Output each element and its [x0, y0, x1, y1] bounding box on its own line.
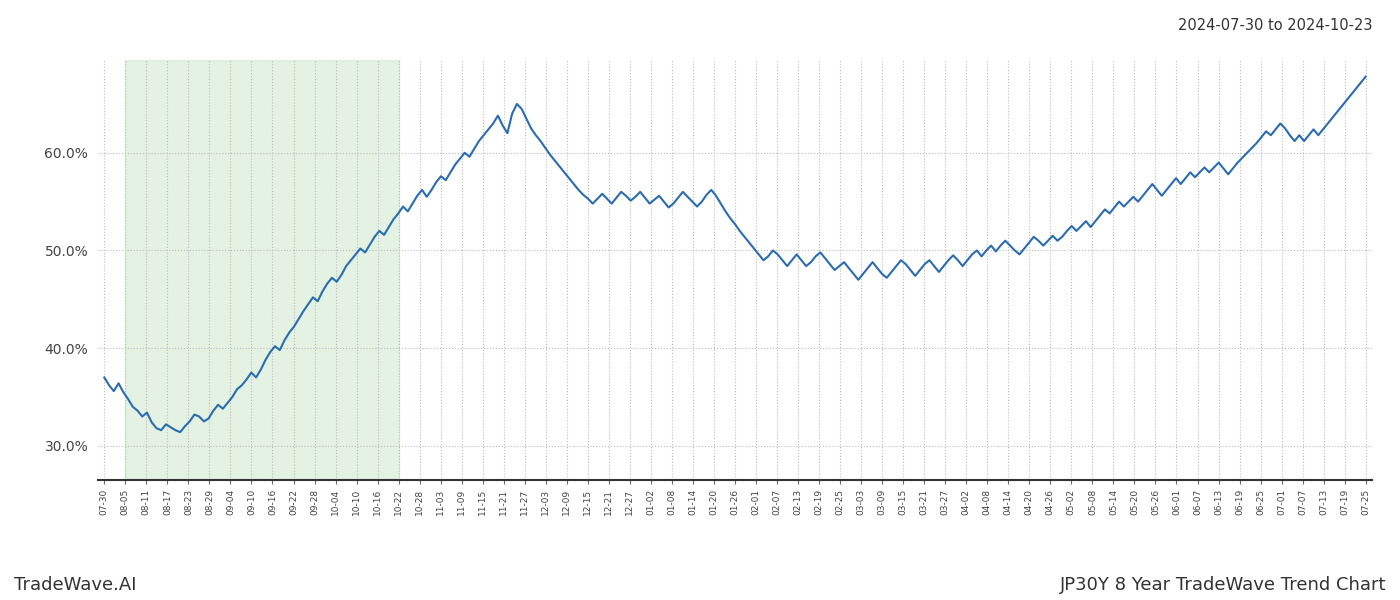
Text: 2024-07-30 to 2024-10-23: 2024-07-30 to 2024-10-23 — [1177, 18, 1372, 33]
Text: TradeWave.AI: TradeWave.AI — [14, 576, 137, 594]
Text: JP30Y 8 Year TradeWave Trend Chart: JP30Y 8 Year TradeWave Trend Chart — [1060, 576, 1386, 594]
Bar — [126, 60, 399, 480]
